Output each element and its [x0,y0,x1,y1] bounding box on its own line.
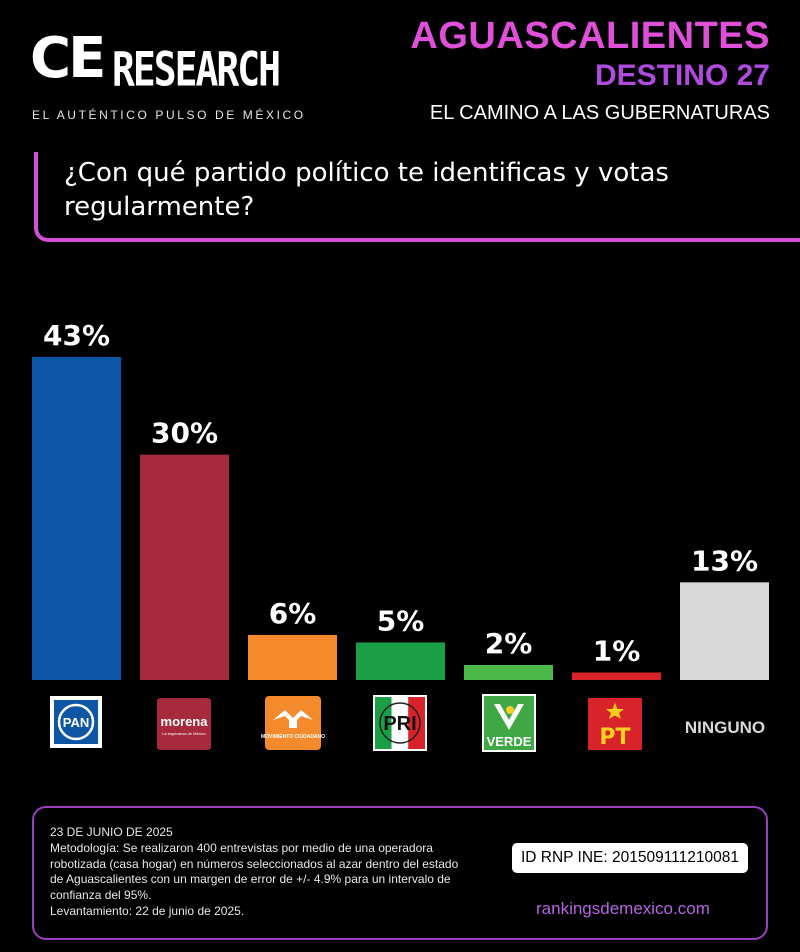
pri-logo-icon: PRI [373,695,427,751]
bar-pri [356,642,445,680]
ninguno-label: NINGUNO [685,718,765,737]
bar-movimiento-ciudadano [248,634,337,680]
movimiento-ciudadano-logo-icon: MOVIMIENTO CIUDADANO [261,696,325,750]
bar-chart: 43% 30% 6% 5% 2% 1% 13% PAN morena La esperanz… [32,319,769,752]
bar-ninguno [680,582,769,680]
verde-logo-text: VERDE [487,734,532,749]
survey-date: 23 DE JUNIO DE 2025 [50,825,173,839]
logo-ce-text: CE [30,26,106,91]
methodology-text: Metodología: Se realizaron 400 entrevist… [50,841,459,902]
bar-verde [464,664,553,680]
bar-value-label: 13% [691,544,758,577]
website-link[interactable]: rankingsdemexico.com [536,899,710,918]
verde-logo-icon: VERDE [482,694,536,752]
bar-pan [32,357,121,680]
pan-logo-text: PAN [63,715,89,730]
morena-logo-icon: morena La esperanza de México [157,698,211,750]
bar-value-label: 5% [377,604,425,637]
pri-logo-text: PRI [383,713,416,735]
state-title: AGUASCALIENTES [410,15,770,57]
destino-title: DESTINO 27 [594,59,770,92]
pan-logo-icon: PAN [50,696,102,748]
question-text: ¿Con qué partido político te identificas… [64,158,669,222]
bar-morena [140,454,229,680]
question-frame [34,152,800,242]
logo-research-text: RESEARCH [112,41,281,97]
morena-logo-text: morena [161,714,209,729]
levantamiento-text: Levantamiento: 22 de junio de 2025. [50,904,245,918]
methodology-box [32,806,768,940]
bar-value-label: 43% [43,319,110,352]
bar-value-label: 30% [151,417,218,450]
pt-logo-icon: PT [588,698,642,750]
bar-pt [572,672,661,680]
logo-tagline: EL AUTÉNTICO PULSO DE MÉXICO [32,108,306,122]
morena-logo-subtext: La esperanza de México [162,731,206,736]
bar-value-label: 1% [593,634,641,667]
rnp-id-badge: ID RNP INE: 201509111210081 [512,843,748,873]
mc-logo-text: MOVIMIENTO CIUDADANO [261,734,325,740]
bar-value-label: 6% [269,597,317,630]
bar-value-label: 2% [485,627,533,660]
pt-logo-text: PT [599,725,630,750]
header-titles: AGUASCALIENTES DESTINO 27 EL CAMINO A LA… [410,14,770,126]
header-subtitle: EL CAMINO A LAS GUBERNATURAS [429,102,770,124]
ce-research-logo: CE RESEARCH EL AUTÉNTICO PULSO DE MÉXICO [30,24,320,124]
